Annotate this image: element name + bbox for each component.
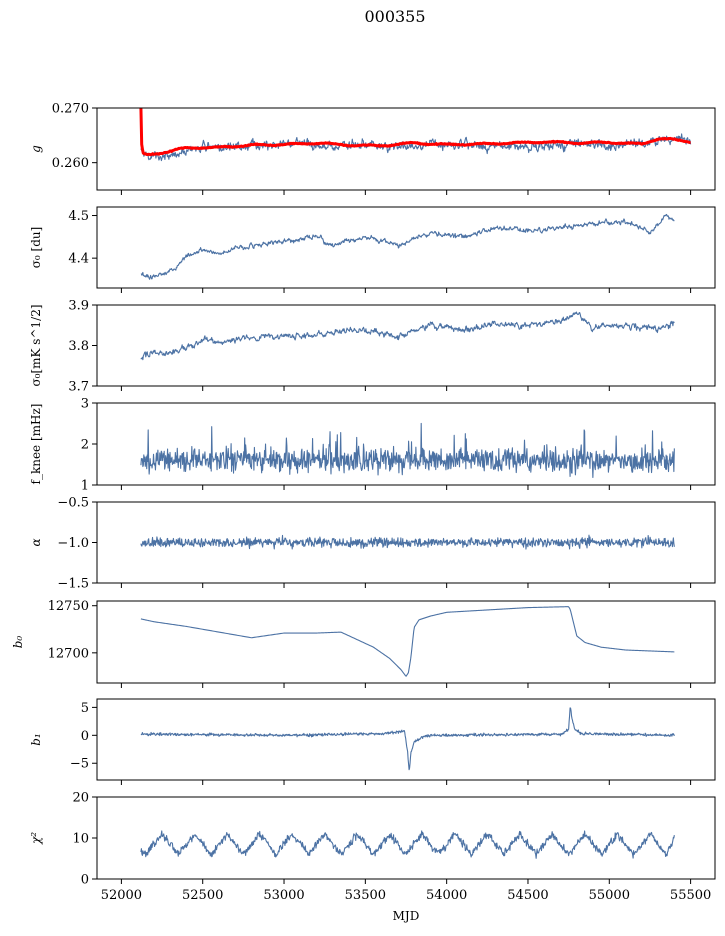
y-tick-label: 0 [81,729,89,744]
x-tick-label: 52500 [182,888,223,903]
x-axis-label: MJD [393,909,420,923]
y-axis-label-sigma0-mk: σ₀[mK s^1/2] [29,304,43,386]
series-line-sigma0-du [140,213,675,280]
y-tick-label: −1.0 [57,536,89,551]
y-tick-label: 12750 [48,599,89,614]
series-line-fit-g [139,108,692,157]
x-tick-label: 53500 [345,888,386,903]
axes-frame [96,107,716,191]
y-axis-label-fknee: f_knee [mHz] [29,404,43,485]
series-line-alpha [140,534,675,550]
y-axis-label-g: g [29,145,43,153]
y-tick-label: 5 [81,701,89,716]
y-tick-label: 0 [81,873,89,888]
series-line-b1 [140,707,675,771]
y-tick-label: 4.5 [68,209,89,224]
x-tick-label: 52000 [101,888,142,903]
x-tick-label: 54000 [426,888,467,903]
axes-frame [96,206,716,289]
panel-g: 0.260 0.270 g [29,102,716,195]
panel-alpha: −1.5 −1.0 −0.5 α [29,496,716,592]
axes-frame [96,698,716,781]
panels: 0.260 0.270 g 4.4 4.5 σ₀ [du] 3.7 3.8 3.9 σ₀[mK s… [11,102,716,903]
y-tick-label: 10 [72,832,89,847]
series-line-sigma0-mk [140,311,675,361]
panel-b1: −5 0 5 b₁ [29,698,716,785]
y-tick-label: 2 [81,438,89,453]
y-axis-label-chi2: χ² [29,832,43,845]
y-tick-label: −0.5 [57,496,89,511]
y-tick-label: 1 [81,479,89,494]
panel-sigma0-mk: 3.7 3.8 3.9 σ₀[mK s^1/2] [29,299,716,395]
series-line-chi2 [140,830,675,859]
panel-fknee: 1 2 3 f_knee [mHz] [29,397,716,494]
axes-frame [96,600,716,684]
y-tick-label: 12700 [48,646,89,661]
y-tick-label: 3.7 [68,380,89,395]
panel-b0: 12700 12750 b₀ [11,599,716,688]
x-tick-label: 55500 [670,888,711,903]
panel-chi2: 0 10 20 52000 52500 53000 53500 54000 54500 55000… [29,791,716,903]
y-axis-label-alpha: α [29,538,43,546]
y-tick-label: −5 [70,757,89,772]
y-tick-label: 20 [72,791,89,806]
y-tick-label: 4.4 [68,252,89,267]
x-tick-label: 53000 [263,888,304,903]
y-axis-label-sigma0-du: σ₀ [du] [29,227,43,269]
y-axis-label-b0: b₀ [11,636,25,649]
y-tick-label: 0.270 [52,102,89,117]
y-tick-label: 3 [81,397,89,412]
panel-sigma0-du: 4.4 4.5 σ₀ [du] [29,206,716,293]
y-tick-label: 3.8 [68,339,89,354]
y-tick-label: 0.260 [52,156,89,171]
axes-frame [96,402,716,486]
y-tick-label: 3.9 [68,299,89,314]
series-line-b0 [140,606,675,677]
x-tick-label: 54500 [507,888,548,903]
y-axis-label-b1: b₁ [29,733,43,746]
series-line-fknee [140,422,675,479]
x-tick-label: 55000 [589,888,630,903]
y-tick-label: −1.5 [57,577,89,592]
figure-title: 000355 [364,7,425,26]
